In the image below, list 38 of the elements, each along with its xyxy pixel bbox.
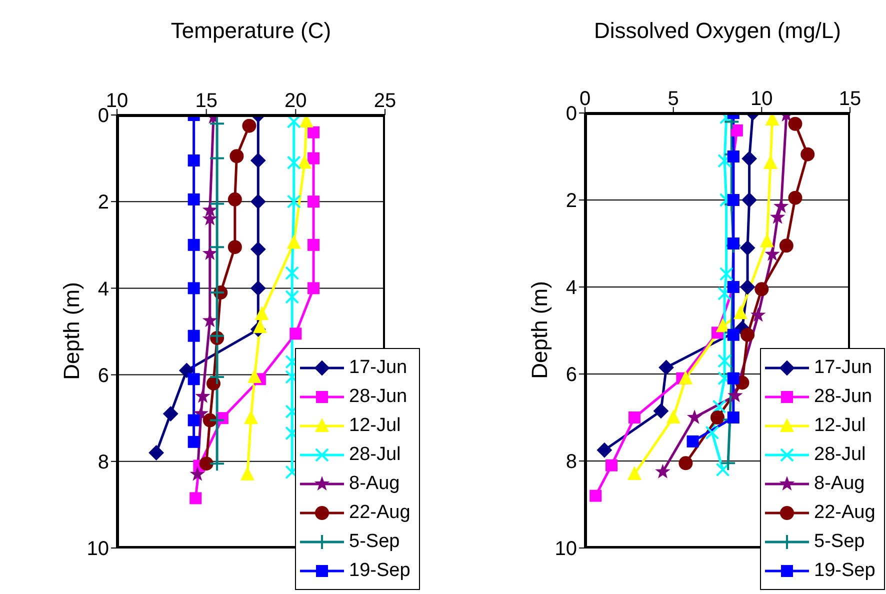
x-tick-label: 0 [579, 88, 591, 110]
legend-label: 5-Sep [349, 530, 400, 552]
x-axis-title: Temperature (C) [170, 18, 332, 44]
legend-label: 28-Jul [349, 444, 401, 466]
legend-label: 8-Aug [349, 472, 400, 494]
x-tick-label: 25 [374, 90, 396, 112]
legend-label: 28-Jun [814, 386, 872, 408]
legend-label: 19-Sep [814, 560, 876, 582]
y-tick-label: 8 [98, 452, 109, 474]
x-axis-title: Dissolved Oxygen (mg/L) [593, 18, 842, 44]
y-tick-label: 6 [566, 364, 577, 386]
y-axis-title: Depth (m) [527, 280, 553, 380]
legend-label: 17-Jun [814, 356, 872, 378]
legend-label: 22-Aug [349, 502, 410, 524]
y-tick-label: 0 [98, 105, 109, 128]
y-tick-label: 8 [566, 451, 577, 474]
y-axis-title: Depth (m) [59, 280, 85, 380]
legend-label: 22-Aug [814, 502, 876, 524]
x-tick-label: 15 [838, 88, 862, 110]
legend-label: 8-Aug [814, 472, 865, 494]
x-tick-label: 10 [750, 88, 773, 110]
legend-label: 12-Jul [349, 414, 401, 436]
y-tick-label: 10 [554, 538, 577, 560]
x-tick-label: 15 [195, 90, 218, 112]
y-tick-label: 2 [566, 190, 577, 212]
legend-label: 17-Jun [349, 356, 408, 378]
legend-label: 5-Sep [814, 530, 865, 552]
legend-label: 19-Sep [349, 560, 410, 582]
legend-label: 28-Jun [349, 386, 408, 408]
y-tick-label: 10 [86, 538, 109, 560]
x-tick-label: 5 [668, 88, 679, 110]
legend-label: 12-Jul [814, 414, 866, 436]
legend-label: 28-Jul [814, 444, 866, 466]
x-tick-label: 20 [284, 90, 307, 112]
y-tick-label: 4 [566, 277, 577, 300]
y-tick-label: 4 [98, 278, 109, 300]
y-tick-label: 2 [98, 192, 109, 214]
y-tick-label: 6 [98, 364, 109, 387]
